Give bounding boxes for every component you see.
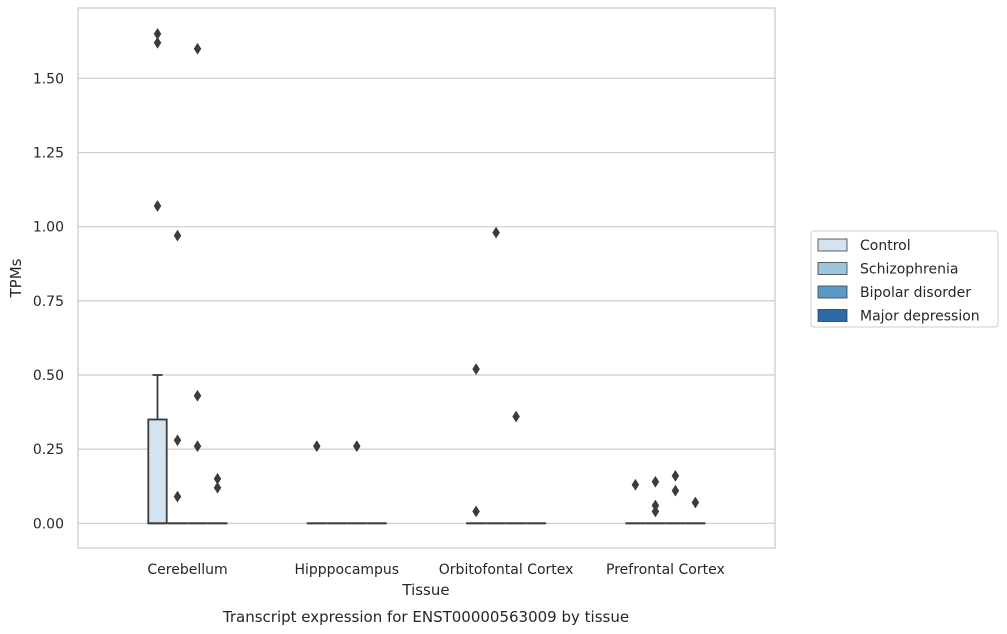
- y-tick-labels: 0.00 0.25 0.50 0.75 1.00 1.25 1.50: [33, 71, 64, 532]
- y-tick-label: 0.00: [33, 516, 64, 532]
- legend-frame: [810, 230, 999, 328]
- outlier-point: [472, 505, 480, 518]
- legend-label: Major depression: [860, 309, 980, 325]
- outlier-point: [512, 410, 520, 423]
- legend-label: Control: [860, 238, 911, 254]
- outlier-point: [193, 42, 202, 55]
- outlier-point: [691, 496, 700, 509]
- outlier-point: [153, 36, 162, 49]
- legend-swatch: [817, 285, 848, 299]
- outlier-point: [213, 481, 222, 494]
- outlier-point: [173, 434, 182, 447]
- outlier-point: [631, 478, 640, 491]
- y-axis-label: TPMs: [7, 258, 25, 298]
- outlier-point: [492, 226, 500, 239]
- x-tick-label: Orbitofontal Cortex: [439, 562, 574, 578]
- outlier-point: [671, 469, 680, 482]
- y-tick-label: 0.50: [33, 368, 64, 384]
- outlier-point: [173, 490, 182, 503]
- x-tick-label: Cerebellum: [147, 562, 227, 578]
- legend-label: Schizophrenia: [860, 262, 958, 278]
- plot-frame: [77, 7, 776, 549]
- y-tick-label: 1.00: [33, 220, 64, 236]
- gridlines: [78, 77, 775, 524]
- y-tick-label: 1.25: [33, 146, 64, 162]
- outlier-point: [651, 505, 660, 518]
- box: [147, 418, 168, 525]
- outlier-point: [472, 363, 480, 376]
- y-tick-label: 1.50: [33, 71, 64, 87]
- outlier-point: [193, 389, 202, 402]
- outlier-point: [671, 484, 680, 497]
- outlier-point: [193, 440, 202, 453]
- outlier-point: [651, 475, 660, 488]
- legend-swatch: [817, 309, 848, 322]
- outlier-point: [153, 199, 162, 212]
- x-tick-label: Prefrontal Cortex: [606, 562, 725, 578]
- x-axis-label: Tissue: [401, 581, 449, 599]
- boxes: [147, 374, 706, 525]
- x-tick-labels: Cerebellum Hipppocampus Orbitofontal Corte…: [147, 562, 724, 578]
- y-tick-label: 0.75: [33, 294, 64, 310]
- outlier-point: [313, 440, 321, 453]
- legend-label: Bipolar disorder: [860, 285, 971, 301]
- legend-swatch: [817, 262, 848, 275]
- outliers: [153, 27, 700, 518]
- legend-swatch: [817, 238, 848, 252]
- x-tick-label: Hipppocampus: [294, 562, 399, 578]
- outlier-point: [173, 229, 182, 242]
- legend: Control Schizophrenia Bipolar disorder Majo…: [810, 230, 999, 328]
- y-tick-label: 0.25: [33, 442, 64, 458]
- chart-title: Transcript expression for ENST0000056300…: [222, 608, 629, 626]
- outlier-point: [353, 440, 361, 453]
